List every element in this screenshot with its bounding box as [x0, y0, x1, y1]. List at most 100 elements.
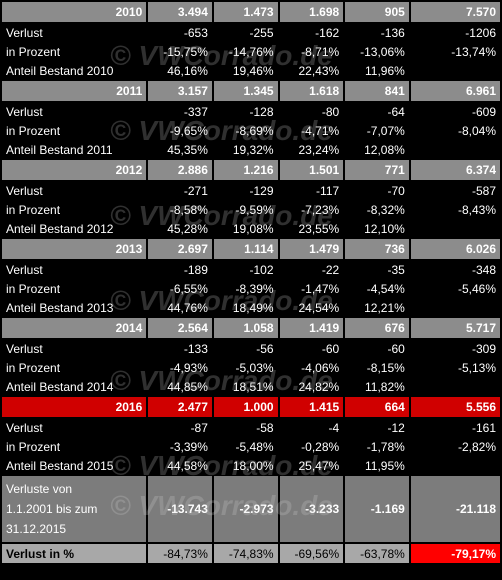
data-row: Verlust -653 -255 -162 -136 -1206	[2, 24, 500, 41]
year-total-cell: 1.501	[279, 160, 344, 180]
value-cell: -8,15%	[345, 359, 409, 376]
value-cell: 12,21%	[345, 299, 409, 316]
final-value-cell: -84,73%	[148, 544, 212, 563]
value-cell	[410, 220, 500, 237]
data-row: in Prozent -8,58% -9,59% -7,23% -8,32% -8,43%	[2, 201, 500, 218]
value-cell: -70	[345, 182, 409, 199]
year-total-cell: 1.000	[213, 397, 278, 417]
value-cell: -9,59%	[213, 201, 278, 218]
summary-label-line: 31.12.2015	[6, 522, 67, 536]
row-label: Verlust	[2, 182, 147, 199]
value-cell: -271	[148, 182, 212, 199]
value-cell: -161	[410, 419, 500, 436]
value-cell: -1,78%	[345, 438, 409, 455]
row-label: Anteil Bestand 2014	[2, 378, 147, 395]
year-total-cell: 1.345	[213, 81, 278, 101]
value-cell: 44,85%	[148, 378, 212, 395]
value-cell: 44,76%	[148, 299, 212, 316]
year-header-row: 2014 2.564 1.058 1.419 676 5.717	[2, 318, 500, 338]
summary-value-cell: -2.973	[213, 476, 278, 542]
value-cell: -4,71%	[279, 122, 344, 139]
summary-value-cell: -13.743	[148, 476, 212, 542]
row-label: Verlust	[2, 419, 147, 436]
year-label: 2016	[2, 397, 147, 417]
summary-row: Verluste von 1.1.2001 bis zum 31.12.2015 -1…	[2, 476, 500, 542]
value-cell: -8,04%	[410, 122, 500, 139]
value-cell: -7,23%	[279, 201, 344, 218]
value-cell: -12	[345, 419, 409, 436]
final-value-cell: -69,56%	[279, 544, 344, 563]
value-cell: -8,39%	[213, 280, 278, 297]
year-total-cell: 2.564	[148, 318, 212, 338]
data-row: in Prozent -4,93% -5,03% -4,06% -8,15% -5,13%	[2, 359, 500, 376]
data-row: Anteil Bestand 2012 45,28% 19,08% 23,55% 12,…	[2, 220, 500, 237]
value-cell: 18,51%	[213, 378, 278, 395]
year-total-cell: 6.961	[410, 81, 500, 101]
year-total-cell: 1.114	[213, 239, 278, 259]
year-total-cell: 2.697	[148, 239, 212, 259]
row-label: Verlust	[2, 103, 147, 120]
value-cell: -653	[148, 24, 212, 41]
data-row: Verlust -133 -56 -60 -60 -309	[2, 340, 500, 357]
value-cell: -337	[148, 103, 212, 120]
year-header-row: 2011 3.157 1.345 1.618 841 6.961	[2, 81, 500, 101]
value-cell: -5,13%	[410, 359, 500, 376]
data-row: Anteil Bestand 2015 44,58% 18,00% 25,47% 11,…	[2, 457, 500, 474]
value-cell: -80	[279, 103, 344, 120]
value-cell: -133	[148, 340, 212, 357]
data-row: Anteil Bestand 2014 44,85% 18,51% 24,82% 11,…	[2, 378, 500, 395]
value-cell	[410, 378, 500, 395]
year-total-cell: 3.157	[148, 81, 212, 101]
summary-label-line: 1.1.2001 bis zum	[6, 502, 98, 516]
year-header-row: 2012 2.886 1.216 1.501 771 6.374	[2, 160, 500, 180]
year-total-cell: 1.618	[279, 81, 344, 101]
year-label: 2010	[2, 2, 147, 22]
value-cell: -14,76%	[213, 43, 278, 60]
value-cell: 11,82%	[345, 378, 409, 395]
value-cell: -8,69%	[213, 122, 278, 139]
year-label: 2014	[2, 318, 147, 338]
value-cell	[410, 457, 500, 474]
year-total-cell: 905	[345, 2, 409, 22]
summary-value-cell: -1.169	[345, 476, 409, 542]
row-label: Verlust	[2, 24, 147, 41]
value-cell: 19,08%	[213, 220, 278, 237]
row-label: in Prozent	[2, 122, 147, 139]
data-row: in Prozent -15,75% -14,76% -8,71% -13,06% -13…	[2, 43, 500, 60]
value-cell: -102	[213, 261, 278, 278]
value-cell: -162	[279, 24, 344, 41]
value-cell: -87	[148, 419, 212, 436]
year-total-cell: 1.216	[213, 160, 278, 180]
value-cell: 45,35%	[148, 141, 212, 158]
year-total-cell: 736	[345, 239, 409, 259]
value-cell: -117	[279, 182, 344, 199]
value-cell: -4,54%	[345, 280, 409, 297]
value-cell: 23,24%	[279, 141, 344, 158]
value-cell: -60	[279, 340, 344, 357]
year-total-cell: 2.477	[148, 397, 212, 417]
year-label: 2013	[2, 239, 147, 259]
value-cell: 22,43%	[279, 62, 344, 79]
value-cell: 18,49%	[213, 299, 278, 316]
value-cell: -189	[148, 261, 212, 278]
value-cell: -60	[345, 340, 409, 357]
final-value-cell: -63,78%	[345, 544, 409, 563]
summary-value-cell: -21.118	[410, 476, 500, 542]
value-cell: 19,32%	[213, 141, 278, 158]
value-cell: 24,54%	[279, 299, 344, 316]
year-total-cell: 6.026	[410, 239, 500, 259]
value-cell: 18,00%	[213, 457, 278, 474]
final-value-cell: -74,83%	[213, 544, 278, 563]
row-label: in Prozent	[2, 201, 147, 218]
value-cell: -13,06%	[345, 43, 409, 60]
year-total-cell: 5.556	[410, 397, 500, 417]
year-total-cell: 6.374	[410, 160, 500, 180]
value-cell: -8,71%	[279, 43, 344, 60]
value-cell: 19,46%	[213, 62, 278, 79]
value-cell	[410, 141, 500, 158]
value-cell: -5,46%	[410, 280, 500, 297]
value-cell: 12,08%	[345, 141, 409, 158]
value-cell: -35	[345, 261, 409, 278]
row-label: Anteil Bestand 2015	[2, 457, 147, 474]
row-label: Verlust	[2, 261, 147, 278]
